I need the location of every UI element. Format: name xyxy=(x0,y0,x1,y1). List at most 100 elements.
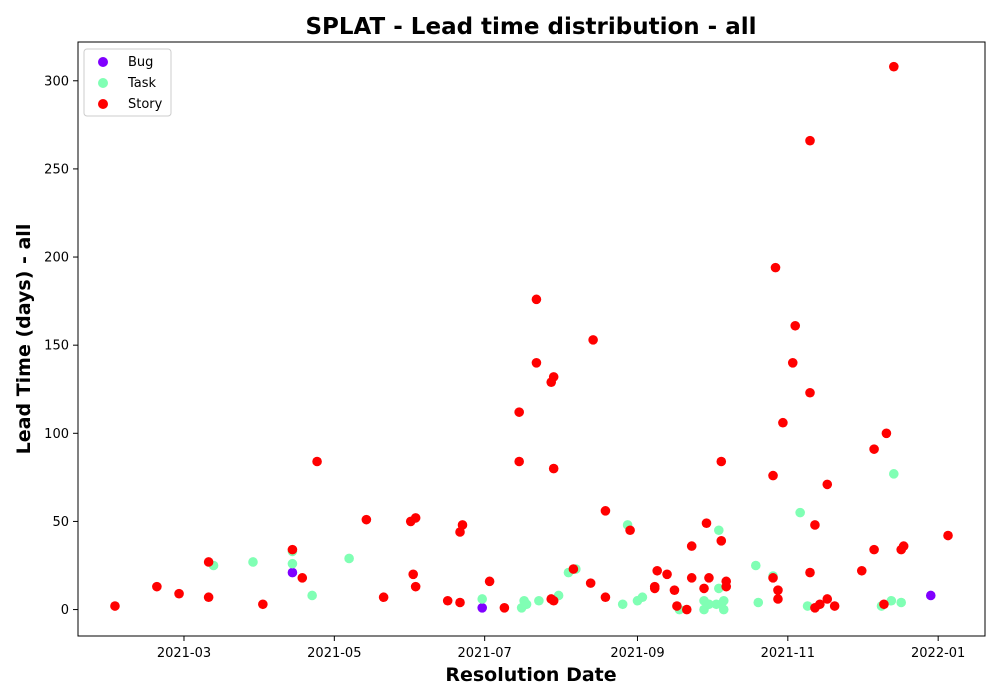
point-story xyxy=(548,463,559,474)
data-points xyxy=(110,61,953,615)
point-story xyxy=(773,585,783,595)
point-story xyxy=(881,428,892,439)
point-story xyxy=(600,592,611,603)
point-task xyxy=(750,560,761,571)
legend: Bug Task Story xyxy=(83,48,172,117)
x-tick-label: 2021-05 xyxy=(307,646,361,661)
point-task xyxy=(886,595,897,606)
point-story xyxy=(778,417,788,428)
point-story xyxy=(484,576,495,587)
point-story xyxy=(805,387,815,398)
point-bug xyxy=(287,567,298,578)
point-story xyxy=(768,573,778,583)
point-story xyxy=(716,456,727,467)
point-story xyxy=(773,594,783,604)
point-story xyxy=(568,564,579,574)
point-story xyxy=(410,581,421,592)
x-axis-label: Resolution Date xyxy=(445,664,616,686)
point-story xyxy=(681,604,692,615)
point-task xyxy=(534,595,544,606)
point-story xyxy=(829,601,840,611)
point-story xyxy=(442,595,453,606)
chart-title: SPLAT - Lead time distribution - all xyxy=(305,14,756,40)
point-story xyxy=(810,520,820,530)
point-task xyxy=(248,557,258,567)
point-story xyxy=(514,456,524,467)
point-task xyxy=(802,601,813,611)
point-story xyxy=(768,470,778,481)
point-task xyxy=(521,599,532,610)
x-tick-label: 2021-03 xyxy=(157,646,211,661)
point-story xyxy=(287,544,298,555)
point-story xyxy=(531,294,542,305)
point-task xyxy=(889,469,899,479)
y-tick-label: 250 xyxy=(44,162,69,177)
point-story xyxy=(258,599,268,610)
y-tick-label: 200 xyxy=(44,251,69,266)
point-task xyxy=(287,558,298,569)
point-story xyxy=(879,599,889,610)
x-tick-label: 2021-11 xyxy=(761,646,815,661)
x-tick-label: 2022-01 xyxy=(911,646,965,661)
point-story xyxy=(378,592,389,603)
point-story xyxy=(203,557,214,567)
point-story xyxy=(312,456,322,467)
legend-label-story: Story xyxy=(128,97,163,112)
point-story xyxy=(297,573,308,583)
plot-area-frame xyxy=(77,41,986,637)
point-story xyxy=(514,407,524,417)
point-story xyxy=(869,544,879,555)
point-story xyxy=(805,135,815,146)
point-story xyxy=(600,506,611,516)
y-axis-label: Lead Time (days) - all xyxy=(13,224,35,455)
point-story xyxy=(672,601,682,611)
y-tick-label: 150 xyxy=(44,339,69,354)
point-story xyxy=(625,525,635,536)
y-tick-label: 100 xyxy=(44,427,69,442)
point-story xyxy=(548,372,559,382)
point-story xyxy=(531,357,542,368)
point-story xyxy=(652,565,662,576)
point-story xyxy=(787,357,798,368)
point-story xyxy=(649,581,660,592)
point-story xyxy=(455,597,465,608)
point-task xyxy=(714,583,724,594)
point-task xyxy=(896,597,907,608)
point-story xyxy=(770,262,781,273)
legend-label-task: Task xyxy=(127,76,157,91)
point-story xyxy=(203,592,214,603)
point-story xyxy=(822,479,833,490)
point-task xyxy=(714,525,724,536)
point-story xyxy=(457,520,468,530)
point-story xyxy=(716,536,727,546)
point-story xyxy=(699,583,709,594)
point-story xyxy=(869,444,879,454)
point-story xyxy=(889,61,899,72)
point-task xyxy=(307,590,317,601)
legend-marker-story xyxy=(98,99,108,109)
point-story xyxy=(805,567,815,578)
point-story xyxy=(361,514,372,525)
point-task xyxy=(637,592,648,603)
point-task xyxy=(718,595,729,606)
point-task xyxy=(344,553,354,564)
point-story xyxy=(943,530,953,541)
point-story xyxy=(704,573,714,583)
point-story xyxy=(669,585,680,595)
point-story xyxy=(815,599,825,610)
legend-marker-task xyxy=(98,78,108,88)
point-task xyxy=(617,599,628,610)
point-story xyxy=(898,541,909,551)
point-story xyxy=(588,335,598,345)
point-task xyxy=(704,599,714,610)
point-story xyxy=(721,576,732,587)
y-tick-label: 0 xyxy=(61,603,69,618)
legend-marker-bug xyxy=(98,57,108,67)
point-bug xyxy=(477,602,488,613)
axis-ticks: 2021-03 2021-05 2021-07 2021-09 2021-11 2022-… xyxy=(44,74,965,661)
point-story xyxy=(408,569,418,580)
point-story xyxy=(110,601,120,611)
x-tick-label: 2021-09 xyxy=(610,646,664,661)
